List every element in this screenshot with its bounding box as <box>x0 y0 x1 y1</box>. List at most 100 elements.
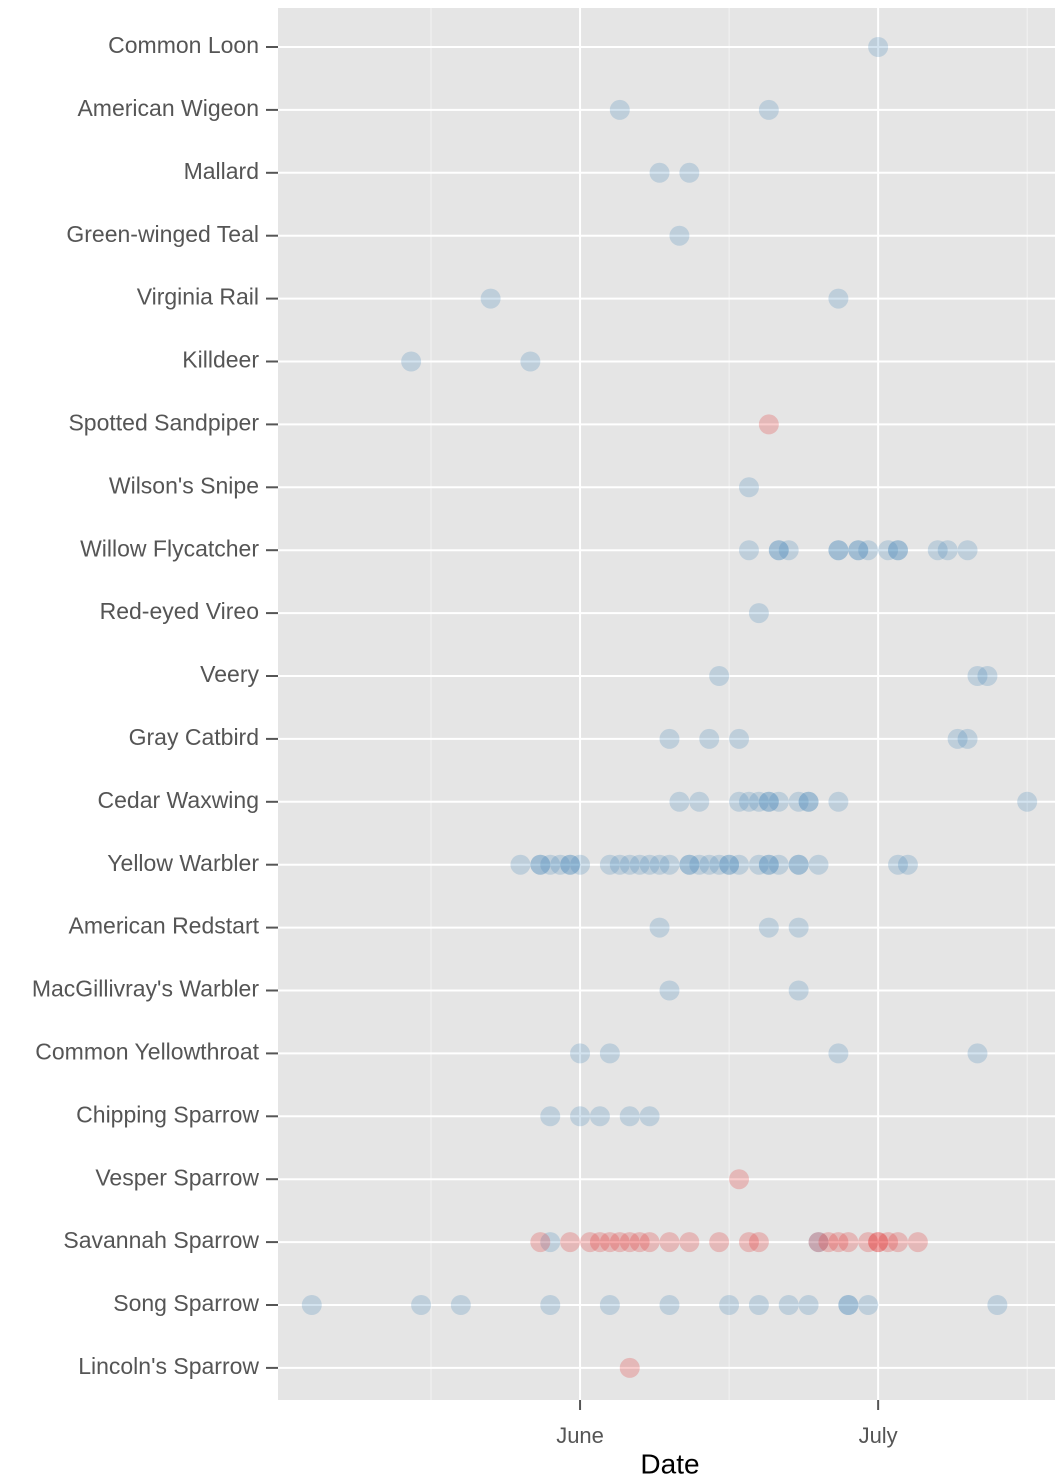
point <box>888 540 909 561</box>
y-tick-label: Common Yellowthroat <box>35 1038 259 1064</box>
point <box>530 854 551 875</box>
point <box>768 540 789 561</box>
point <box>778 540 799 561</box>
point <box>758 791 779 812</box>
point <box>858 1232 879 1253</box>
point <box>619 1106 640 1127</box>
point <box>649 917 670 938</box>
point <box>738 540 759 561</box>
point <box>669 791 690 812</box>
y-tick-label: Common Loon <box>108 32 259 58</box>
point <box>768 791 789 812</box>
point <box>729 1169 750 1190</box>
point <box>768 540 789 561</box>
point <box>748 791 769 812</box>
point <box>868 37 889 57</box>
point <box>957 728 978 749</box>
y-tick-label: Green-winged Teal <box>66 221 259 247</box>
point <box>738 477 759 498</box>
y-tick-label: Mallard <box>184 158 259 184</box>
point <box>599 1295 620 1315</box>
point <box>888 540 909 561</box>
y-tick-label: Virginia Rail <box>137 284 259 310</box>
point <box>808 854 829 875</box>
point <box>738 1232 759 1253</box>
point <box>848 540 869 561</box>
point <box>609 854 630 875</box>
point <box>738 791 759 812</box>
point <box>589 1106 610 1127</box>
point <box>868 1232 889 1253</box>
point <box>818 1232 839 1253</box>
point <box>609 99 630 120</box>
y-tick-label: Song Sparrow <box>113 1290 259 1316</box>
point <box>629 1232 650 1253</box>
y-tick-label: Cedar Waxwing <box>98 787 259 813</box>
point <box>828 288 849 309</box>
y-tick-label: MacGillivray's Warbler <box>32 976 260 1002</box>
point <box>480 288 501 309</box>
point <box>629 854 650 875</box>
point <box>669 225 690 246</box>
point <box>808 1232 829 1253</box>
point <box>589 1232 610 1253</box>
point <box>510 854 531 875</box>
x-tick-label: June <box>556 1423 604 1448</box>
y-tick-label: Killdeer <box>182 347 259 373</box>
point <box>788 917 809 938</box>
point <box>679 854 700 875</box>
point <box>679 162 700 183</box>
point <box>798 791 819 812</box>
point <box>679 854 700 875</box>
point <box>758 791 779 812</box>
point <box>888 854 909 875</box>
point <box>719 854 740 875</box>
point <box>878 540 899 561</box>
point <box>828 540 849 561</box>
point <box>649 854 670 875</box>
point <box>858 1295 879 1315</box>
point <box>659 854 680 875</box>
point <box>758 854 779 875</box>
point <box>838 1295 859 1315</box>
point <box>858 540 879 561</box>
y-tick-label: Vesper Sparrow <box>95 1164 259 1190</box>
point <box>758 414 779 435</box>
point <box>868 1232 889 1253</box>
point <box>1017 791 1038 812</box>
point <box>689 791 710 812</box>
point <box>719 1295 740 1315</box>
y-tick-label: Chipping Sparrow <box>76 1101 259 1127</box>
point <box>758 99 779 120</box>
point <box>639 854 660 875</box>
point <box>719 854 740 875</box>
point <box>798 1295 819 1315</box>
point <box>729 728 750 749</box>
point <box>808 1232 829 1253</box>
point <box>878 1232 899 1253</box>
point <box>699 854 720 875</box>
point <box>659 728 680 749</box>
point <box>977 666 998 686</box>
point <box>907 1232 928 1253</box>
point <box>619 1232 640 1253</box>
point <box>570 1106 591 1127</box>
point <box>301 1295 322 1315</box>
point <box>679 1232 700 1253</box>
y-tick-label: American Redstart <box>69 913 260 939</box>
y-tick-label: Gray Catbird <box>129 724 259 750</box>
point <box>838 1295 859 1315</box>
point <box>699 728 720 749</box>
point <box>828 1043 849 1064</box>
point <box>560 854 581 875</box>
point <box>838 1232 859 1253</box>
point <box>888 1232 909 1253</box>
point <box>450 1295 471 1315</box>
point <box>967 666 988 686</box>
y-tick-label: Yellow Warbler <box>107 850 259 876</box>
point <box>639 1232 660 1253</box>
point <box>659 1232 680 1253</box>
point <box>967 1043 988 1064</box>
point <box>540 1232 561 1253</box>
